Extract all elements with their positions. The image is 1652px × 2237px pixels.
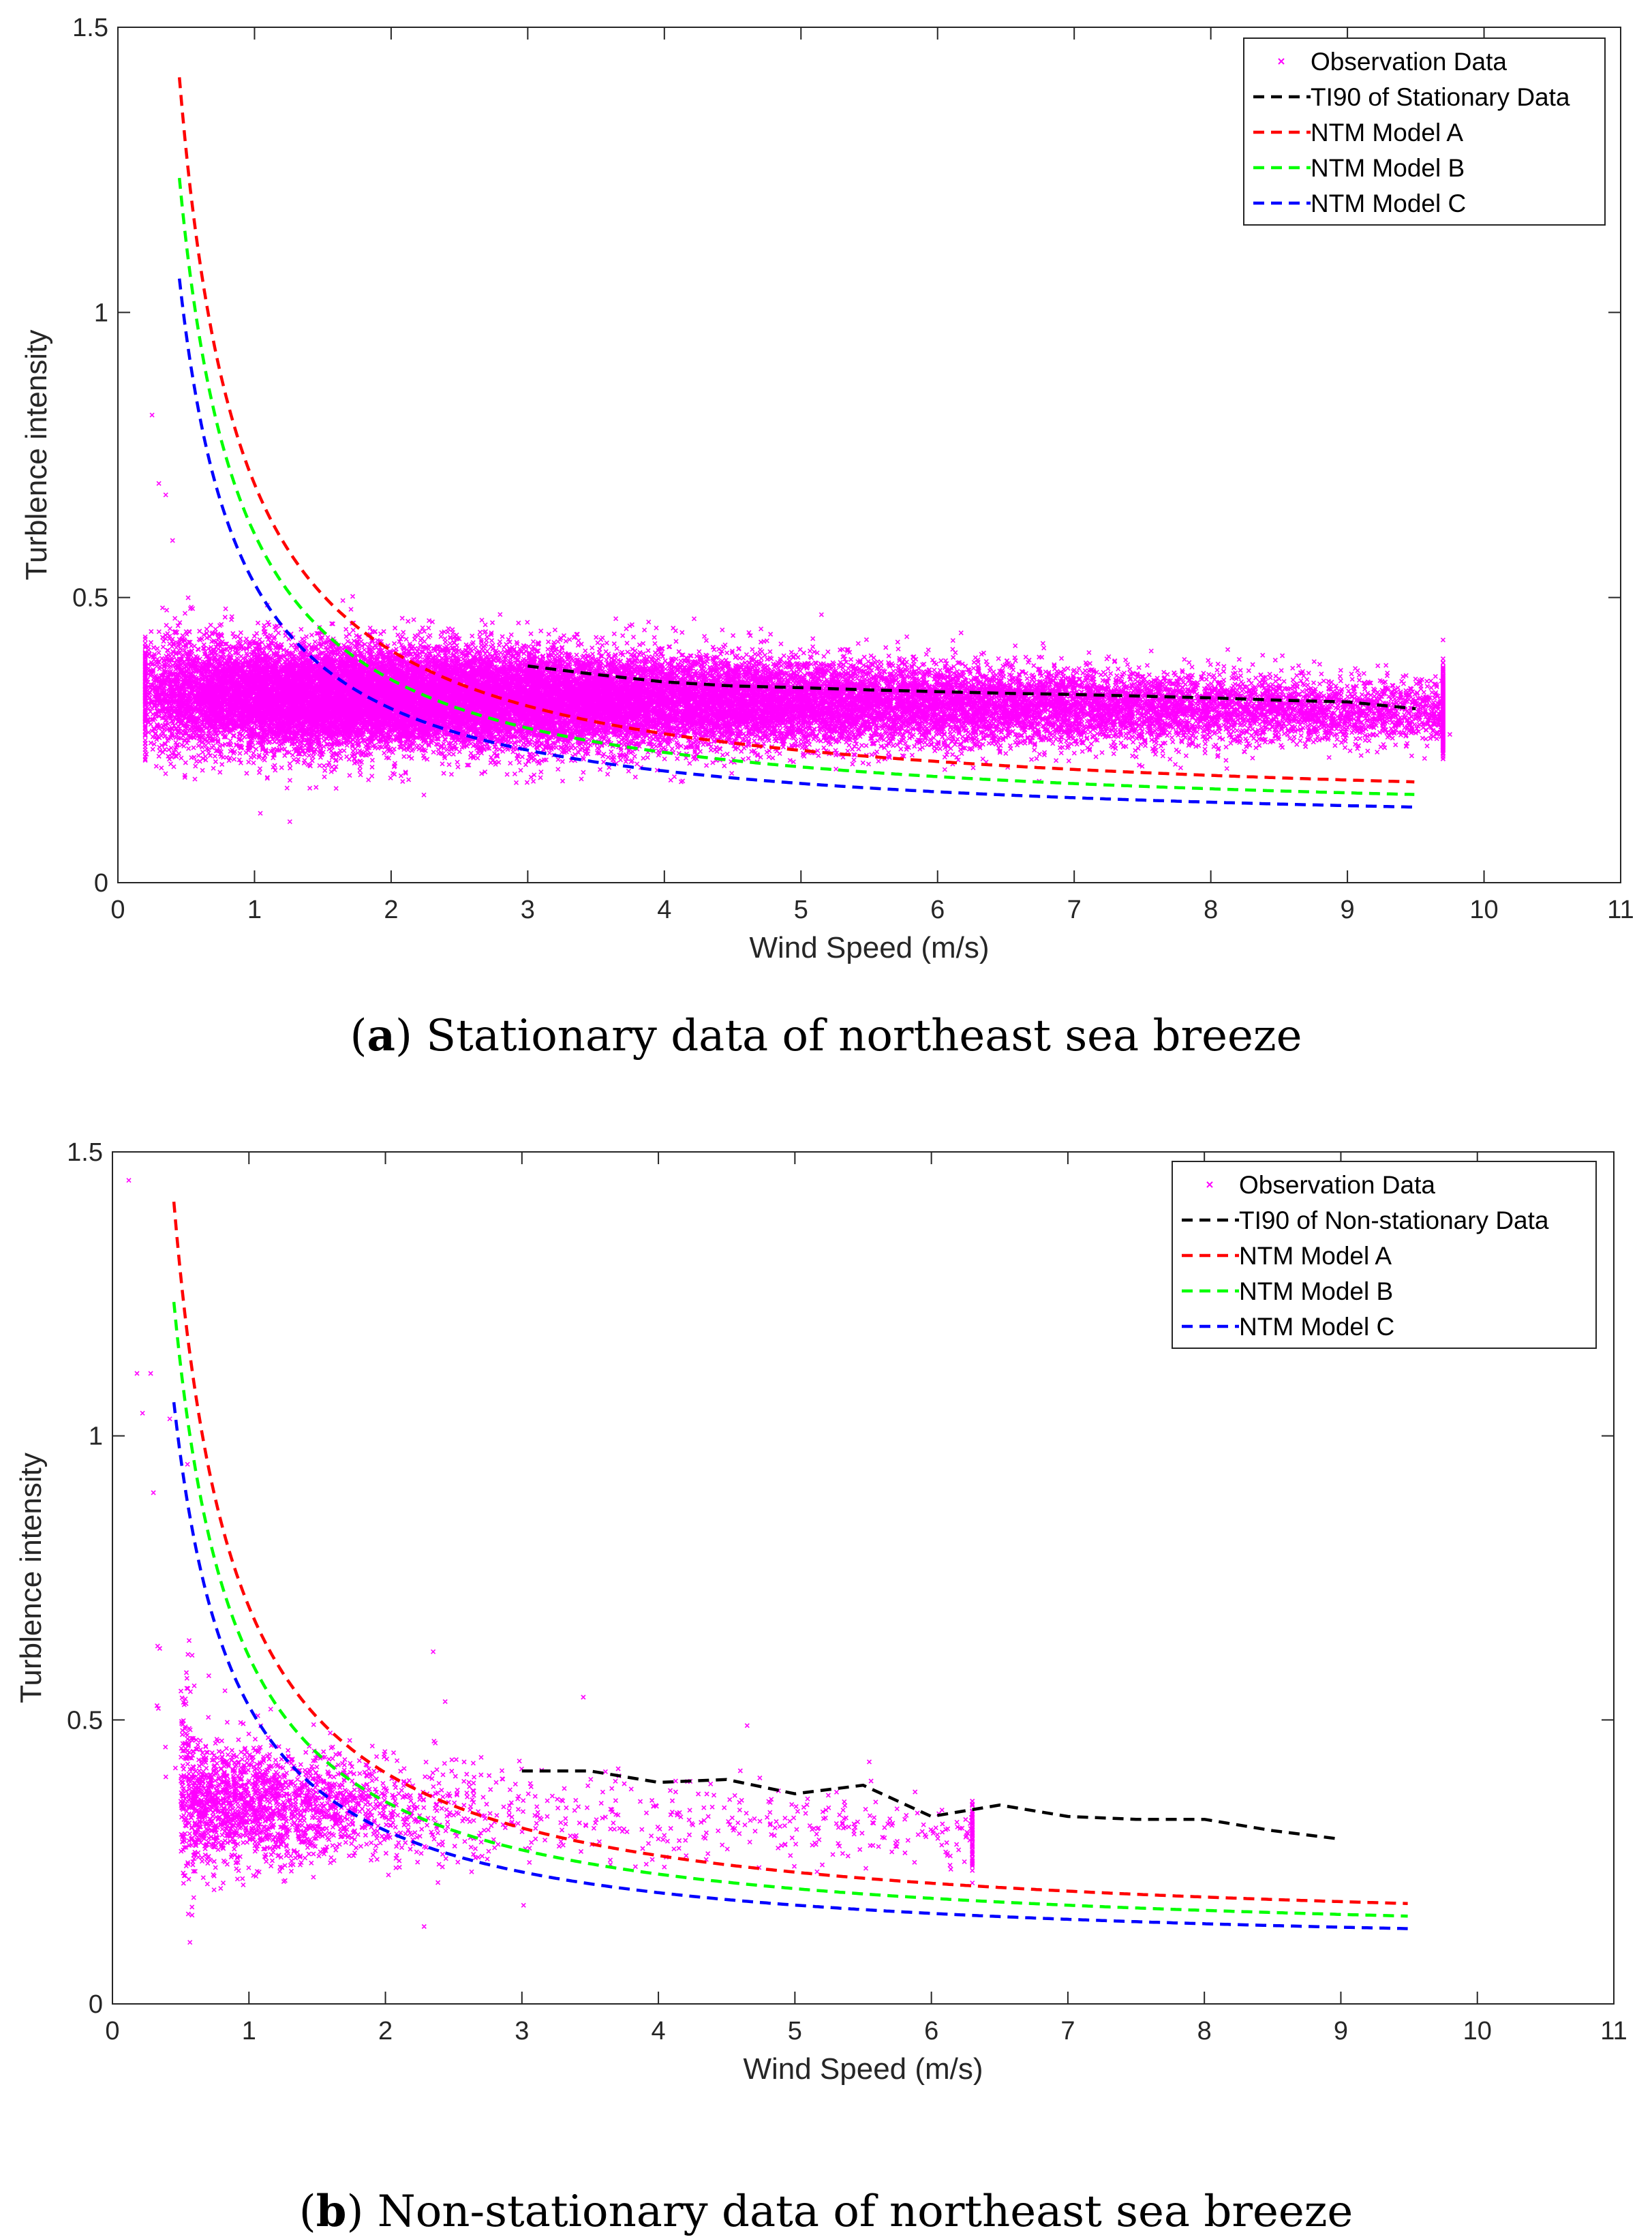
legend-label: NTM Model C xyxy=(1239,1313,1394,1341)
x-axis-title: Wind Speed (m/s) xyxy=(749,931,989,964)
plot-frame xyxy=(117,27,1621,883)
x-tick-label: 4 xyxy=(652,2017,666,2045)
x-tick-label: 0 xyxy=(110,896,125,924)
legend-label: NTM Model B xyxy=(1239,1277,1393,1305)
x-tick-label: 6 xyxy=(930,896,945,924)
legend-label: NTM Model A xyxy=(1239,1242,1392,1270)
y-tick-label: 1 xyxy=(89,1422,103,1451)
x-tick-label: 5 xyxy=(794,896,808,924)
x-tick-label: 7 xyxy=(1067,896,1082,924)
y-axis-title: Turblence intensity xyxy=(20,330,53,581)
y-tick-label: 1 xyxy=(94,299,108,327)
y-axis-title: Turblence intensity xyxy=(14,1452,48,1703)
x-tick-label: 10 xyxy=(1463,2017,1492,2045)
legend-label: TI90 of Stationary Data xyxy=(1311,83,1570,111)
legend-label: TI90 of Non-stationary Data xyxy=(1239,1206,1549,1234)
chart-b: 0 1 2 3 4 5 6 7 8 9 10 11 0 0.5 1 1.5 Wind Speed (m/s) Tu… xyxy=(14,1138,1627,2086)
x-tick-label: 11 xyxy=(1607,896,1634,924)
legend-label: Observation Data xyxy=(1239,1171,1435,1199)
x-tick-label: 1 xyxy=(247,896,262,924)
y-tick-label: 1.5 xyxy=(67,1138,103,1167)
series-line-model_a xyxy=(177,77,1415,784)
x-tick-label: 1 xyxy=(242,2017,256,2045)
x-tick-label: 2 xyxy=(384,896,398,924)
x-tick-label: 5 xyxy=(788,2017,802,2045)
legend-label: NTM Model C xyxy=(1311,189,1466,217)
x-tick-label: 3 xyxy=(515,2017,529,2045)
y-tick-label: 0.5 xyxy=(72,584,108,613)
legend-label: Observation Data xyxy=(1311,48,1507,76)
caption-b: (b) Non-stationary data of northeast sea… xyxy=(299,2186,1353,2237)
x-tick-label: 3 xyxy=(521,896,535,924)
legend: Observation Data TI90 of Non-stationary D… xyxy=(1172,1161,1597,1349)
x-axis-title: Wind Speed (m/s) xyxy=(743,2052,983,2086)
observation-scatter xyxy=(126,1178,975,1945)
series-line-model_a xyxy=(172,1201,1408,1905)
panel-b: 0 1 2 3 4 5 6 7 8 9 10 11 0 0.5 1 1.5 Wind Speed (m/s) Tu… xyxy=(0,1118,1652,2237)
caption-a-letter: a xyxy=(367,1010,395,1061)
series-line-ti90 xyxy=(527,664,1416,711)
legend-label: NTM Model B xyxy=(1311,154,1465,182)
y-tick-label: 0 xyxy=(89,1990,103,2019)
caption-b-letter: b xyxy=(316,2186,347,2237)
y-tick-label: 1.5 xyxy=(72,14,108,42)
caption-b-text: Non-stationary data of northeast sea bre… xyxy=(377,2187,1353,2237)
series-line-model_c xyxy=(172,1402,1408,1930)
x-tick-label: 11 xyxy=(1600,2017,1627,2045)
legend-label: NTM Model A xyxy=(1311,119,1463,147)
caption-a-text: Stationary data of northeast sea breeze xyxy=(426,1011,1302,1061)
series-line-ti90 xyxy=(521,1769,1341,1841)
x-tick-label: 0 xyxy=(105,2017,119,2045)
x-tick-label: 4 xyxy=(657,896,671,924)
legend-box xyxy=(1243,37,1606,226)
x-tick-label: 2 xyxy=(378,2017,393,2045)
y-tick-label: 0 xyxy=(94,869,108,898)
x-tick-label: 8 xyxy=(1197,2017,1212,2045)
chart-a: 0 1 2 3 4 5 6 7 8 9 10 11 0 0.5 1 1.5 Wind Speed (m/s) Tu… xyxy=(20,14,1634,964)
observation-scatter xyxy=(142,412,1452,825)
x-tick-label: 7 xyxy=(1060,2017,1075,2045)
legend-marker-observation xyxy=(1278,58,1285,65)
y-tick-label: 0.5 xyxy=(67,1706,103,1735)
caption-a: (a) Stationary data of northeast sea bre… xyxy=(350,1010,1302,1061)
x-tick-label: 9 xyxy=(1341,896,1355,924)
x-tick-label: 6 xyxy=(924,2017,938,2045)
plot-frame xyxy=(112,1151,1615,2005)
legend-box xyxy=(1172,1161,1597,1349)
x-tick-label: 10 xyxy=(1469,896,1498,924)
legend-marker-observation xyxy=(1206,1181,1213,1188)
legend: Observation Data TI90 of Stationary Data N… xyxy=(1243,37,1606,226)
x-tick-label: 9 xyxy=(1334,2017,1348,2045)
series-line-model_b xyxy=(172,1301,1408,1918)
x-tick-label: 8 xyxy=(1204,896,1218,924)
series-line-model_c xyxy=(177,278,1415,809)
panel-a: 0 1 2 3 4 5 6 7 8 9 10 11 0 0.5 1 1.5 Wind Speed (m/s) Tu… xyxy=(0,0,1652,1118)
